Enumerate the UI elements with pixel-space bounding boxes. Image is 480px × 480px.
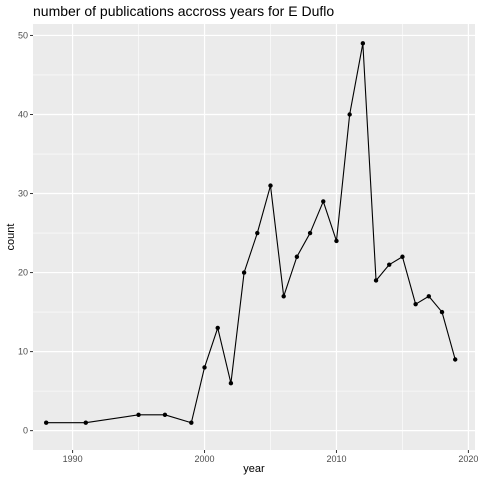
data-point <box>295 255 299 259</box>
data-point <box>361 41 365 45</box>
data-point <box>216 326 220 330</box>
plot-panel <box>33 24 475 450</box>
data-point <box>321 199 325 203</box>
data-point <box>84 421 88 425</box>
y-tick-label: 10 <box>18 347 28 357</box>
data-point <box>136 413 140 417</box>
data-point <box>334 239 338 243</box>
data-point <box>440 310 444 314</box>
data-point <box>281 294 285 298</box>
y-tick-label: 20 <box>18 268 28 278</box>
data-point <box>268 183 272 187</box>
x-tick-label: 2010 <box>326 454 346 464</box>
data-point <box>242 270 246 274</box>
data-point <box>44 421 48 425</box>
y-tick-label: 0 <box>23 426 28 436</box>
data-point <box>163 413 167 417</box>
data-point <box>427 294 431 298</box>
data-point <box>202 365 206 369</box>
data-point <box>374 278 378 282</box>
x-axis-title: year <box>243 463 265 475</box>
data-point <box>453 357 457 361</box>
data-point <box>255 231 259 235</box>
data-point <box>387 262 391 266</box>
data-point <box>400 255 404 259</box>
y-tick-label: 30 <box>18 189 28 199</box>
data-point <box>229 381 233 385</box>
data-point <box>308 231 312 235</box>
x-tick-label: 2020 <box>458 454 478 464</box>
x-tick-label: 2000 <box>195 454 215 464</box>
data-point <box>413 302 417 306</box>
x-tick-label: 1990 <box>63 454 83 464</box>
y-tick-label: 50 <box>18 30 28 40</box>
data-point <box>347 112 351 116</box>
y-axis-title: count <box>5 224 17 251</box>
y-tick-label: 40 <box>18 109 28 119</box>
data-point <box>189 421 193 425</box>
